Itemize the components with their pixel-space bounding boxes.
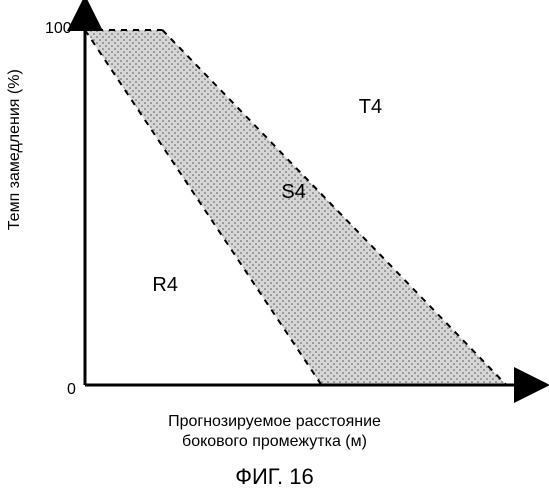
ytick-100: 100 xyxy=(45,20,72,38)
x-axis-label: Прогнозируемое расстояниебокового промеж… xyxy=(0,412,549,452)
figure-caption: ФИГ. 16 xyxy=(0,464,549,490)
region-label-t4: T4 xyxy=(359,96,382,119)
y-axis-label: Темп замедления (%) xyxy=(6,69,24,230)
region-label-s4: S4 xyxy=(281,181,305,204)
region-label-r4: R4 xyxy=(152,274,178,297)
origin-label: 0 xyxy=(67,381,76,399)
figure-container: 100 0 Темп замедления (%) Прогнозируемое… xyxy=(0,0,549,500)
